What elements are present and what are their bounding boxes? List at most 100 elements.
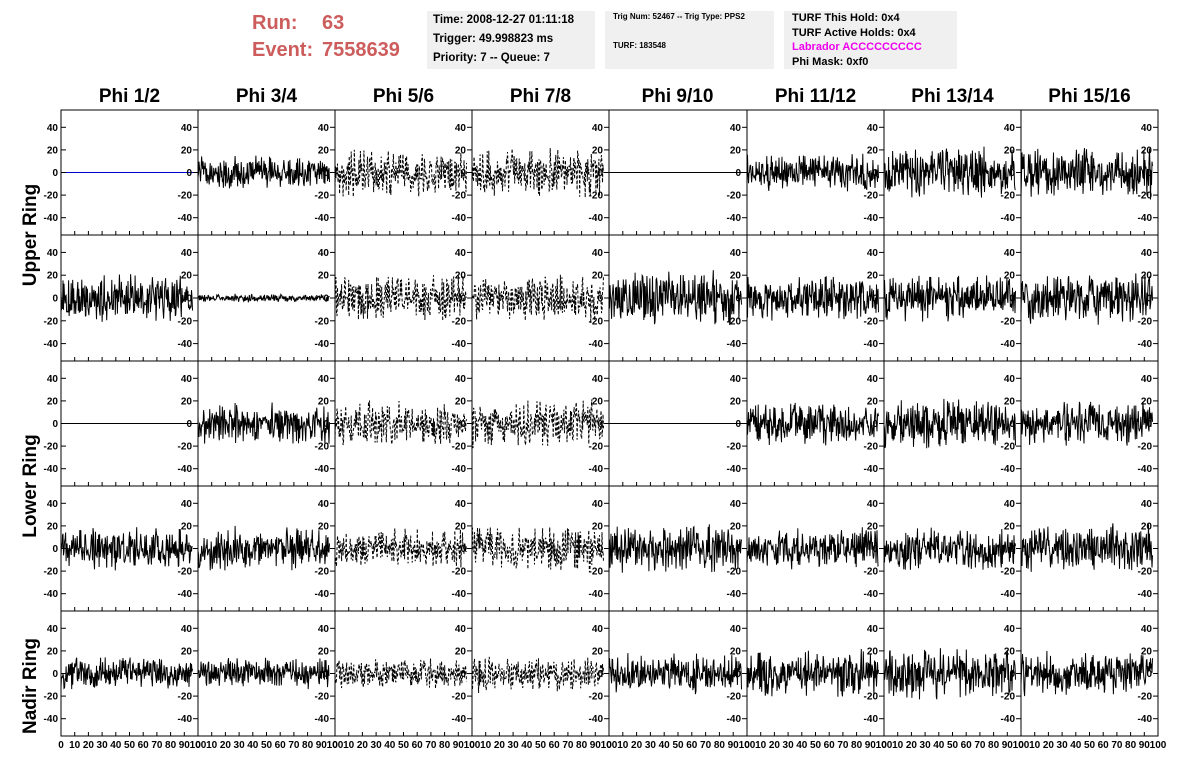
y-tick-label: 20 [455, 271, 467, 282]
y-tick-label: 20 [730, 646, 742, 657]
y-tick-label-left: 40 [47, 499, 59, 510]
y-tick-label: -40 [1138, 464, 1153, 475]
x-tick-label: 40 [796, 740, 808, 751]
y-tick-label: -20 [727, 316, 742, 327]
y-tick-label: 40 [455, 248, 467, 259]
y-tick-label: -20 [315, 442, 330, 453]
y-tick-label: 20 [592, 396, 604, 407]
panel-frame [197, 485, 336, 612]
x-tick-label: 90 [590, 740, 602, 751]
x-tick-label: 80 [576, 740, 588, 751]
x-tick-label: 0 [332, 740, 338, 751]
trigger-info-box: Trig Num: 52467 -- Trig Type: PPS2 TURF:… [605, 11, 774, 69]
y-tick-label: 20 [867, 646, 879, 657]
y-tick-label: -20 [589, 442, 604, 453]
x-tick-label: 30 [1057, 740, 1069, 751]
panel-r0-c5: -40 -20 0 20 40 [746, 109, 885, 236]
panel-r0-c1: -40 -20 0 20 40 [197, 109, 336, 236]
y-tick-label: 20 [867, 521, 879, 532]
y-tick-label: 20 [1004, 396, 1016, 407]
y-tick-label: 20 [181, 521, 193, 532]
waveform-trace [1020, 148, 1153, 200]
y-tick-label: 40 [1004, 123, 1016, 134]
y-tick-label: -20 [727, 442, 742, 453]
y-tick-label: -40 [864, 589, 879, 600]
panel-r1-c2: -40 -20 0 20 40 [334, 234, 473, 362]
y-tick-label-left: 40 [47, 624, 59, 635]
y-tick-label: 40 [730, 248, 742, 259]
y-tick-label: 0 [323, 419, 329, 430]
y-tick-label: 0 [735, 669, 741, 680]
x-tick-label: 90 [1002, 740, 1014, 751]
x-tick-label: 30 [508, 740, 520, 751]
x-tick-label: 100 [1013, 740, 1030, 751]
y-tick-label: -40 [178, 464, 193, 475]
x-tick-label: 30 [920, 740, 932, 751]
column-header-phi-7-8: Phi 7/8 [509, 86, 572, 107]
y-tick-label: -40 [1138, 339, 1153, 350]
y-tick-label: 0 [1146, 294, 1152, 305]
x-tick-label: 20 [83, 740, 95, 751]
y-tick-label-left: -40 [44, 339, 59, 350]
y-tick-label: 20 [181, 145, 193, 156]
waveform-trace [608, 524, 742, 573]
y-tick-label: 40 [1141, 374, 1153, 385]
y-tick-label: 20 [867, 145, 879, 156]
y-tick-label: 20 [1141, 646, 1153, 657]
x-tick-label: 20 [1043, 740, 1055, 751]
x-tick-label: 70 [151, 740, 163, 751]
x-tick-label: 0 [606, 740, 612, 751]
x-tick-label: 0 [1018, 740, 1024, 751]
y-tick-label: -40 [589, 339, 604, 350]
y-tick-label: 20 [455, 396, 467, 407]
y-tick-label: -20 [452, 316, 467, 327]
y-tick-label: 40 [1004, 374, 1016, 385]
y-tick-label: 40 [318, 123, 330, 134]
y-tick-label: 40 [592, 624, 604, 635]
y-tick-label: 0 [735, 419, 741, 430]
x-tick-label: 90 [453, 740, 465, 751]
panel-r2-c1: -40 -20 0 20 40 [197, 360, 336, 487]
y-tick-label: -20 [1138, 692, 1153, 703]
panel-r3-c2: -40 -20 0 20 40 [334, 485, 473, 612]
y-tick-label-left: 40 [47, 248, 59, 259]
y-tick-label: 40 [730, 374, 742, 385]
event-label: Event: [252, 39, 314, 61]
y-tick-label: -20 [727, 191, 742, 202]
x-tick-label: 30 [645, 740, 657, 751]
y-tick-label: 20 [730, 145, 742, 156]
y-tick-label-left: 20 [47, 521, 59, 532]
y-tick-label: 20 [318, 145, 330, 156]
y-tick-label: 20 [592, 646, 604, 657]
y-tick-label: 40 [592, 248, 604, 259]
y-tick-label: 20 [318, 271, 330, 282]
y-tick-label: -40 [589, 213, 604, 224]
y-tick-label: 0 [872, 544, 878, 555]
waveform-trace [334, 528, 467, 568]
y-tick-label-left: 0 [52, 544, 58, 555]
panel-r2-c3: -40 -20 0 20 40 [471, 360, 610, 487]
y-tick-label: 0 [872, 168, 878, 179]
x-tick-label: 50 [1084, 740, 1096, 751]
panel-r0-c0: -40 -20 0 20 40 -40 -20 0 20 40 [44, 109, 199, 236]
y-tick-label: 20 [455, 145, 467, 156]
x-tick-label: 10 [755, 740, 767, 751]
panel-r1-c7: -40 -20 0 20 40 [1020, 234, 1159, 362]
waveform-trace [197, 293, 330, 304]
x-tick-label: 20 [631, 740, 643, 751]
y-tick-label: 0 [460, 168, 466, 179]
y-tick-label: 40 [455, 624, 467, 635]
y-tick-label: -20 [178, 692, 193, 703]
y-tick-label: 40 [867, 248, 879, 259]
x-tick-label: 70 [288, 740, 300, 751]
y-tick-label: -40 [589, 464, 604, 475]
x-tick-label: 20 [494, 740, 506, 751]
x-tick-label: 0 [195, 740, 201, 751]
y-tick-label: 20 [867, 271, 879, 282]
y-tick-label: -20 [1001, 191, 1016, 202]
y-tick-label: 40 [181, 248, 193, 259]
y-tick-label: -40 [315, 464, 330, 475]
y-tick-label: 0 [872, 669, 878, 680]
